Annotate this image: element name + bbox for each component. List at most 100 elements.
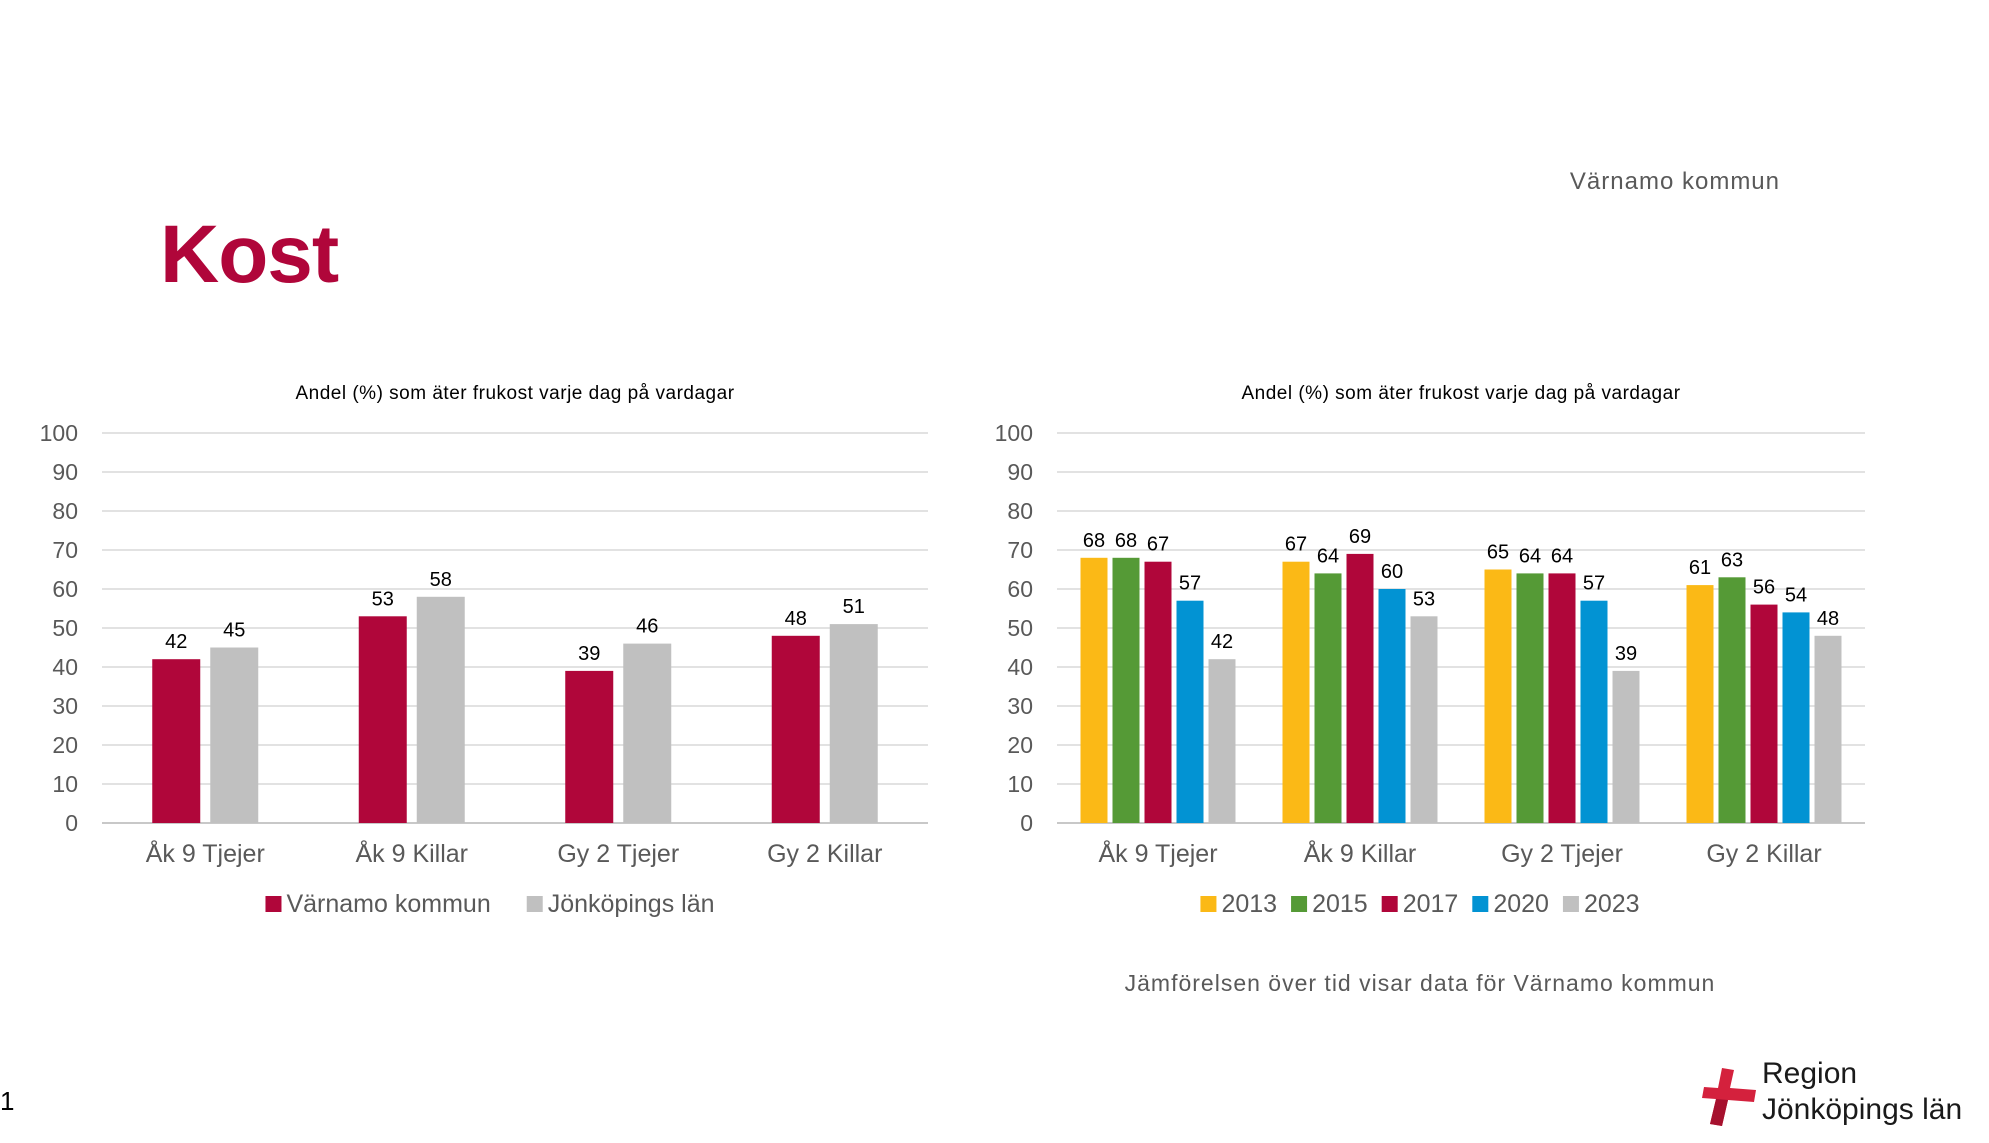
bar — [1718, 577, 1746, 823]
y-tick-label: 40 — [52, 654, 78, 680]
legend-swatch — [265, 896, 282, 912]
data-label: 65 — [1487, 542, 1509, 564]
y-tick-label: 70 — [1007, 537, 1033, 563]
region-logo: Region Jönköpings län — [1700, 1056, 1963, 1136]
data-label: 58 — [430, 569, 452, 591]
data-label: 64 — [1551, 545, 1573, 567]
data-label: 57 — [1179, 573, 1201, 595]
data-label: 39 — [578, 643, 600, 665]
data-label: 46 — [636, 616, 658, 638]
legend-label: 2020 — [1493, 890, 1549, 918]
data-label: 68 — [1115, 530, 1137, 552]
data-label: 45 — [223, 620, 245, 642]
x-tick-label: Åk 9 Killar — [1304, 838, 1417, 868]
y-tick-label: 60 — [1007, 576, 1033, 602]
kommun-label: Värnamo kommun — [1569, 168, 1780, 195]
bar — [1410, 616, 1438, 823]
bar — [1750, 604, 1778, 823]
y-tick-label: 30 — [1007, 693, 1033, 719]
logo-line2: Jönköpings län — [1762, 1093, 1963, 1126]
data-label: 61 — [1689, 557, 1711, 579]
legend-swatch — [1562, 896, 1579, 912]
bar — [1516, 573, 1544, 823]
legend-label: Värnamo kommun — [286, 890, 490, 918]
y-tick-label: 10 — [1007, 771, 1033, 797]
bar — [1144, 561, 1172, 823]
legend-label: Jönköpings län — [548, 890, 715, 918]
data-label: 67 — [1285, 534, 1307, 556]
data-label: 48 — [785, 608, 807, 630]
data-label: 64 — [1317, 545, 1339, 567]
data-label: 63 — [1721, 549, 1743, 571]
bar — [1814, 635, 1842, 823]
data-label: 60 — [1381, 561, 1403, 583]
data-label: 42 — [165, 631, 187, 653]
y-tick-label: 20 — [1007, 732, 1033, 758]
x-tick-label: Gy 2 Killar — [767, 840, 882, 868]
legend-swatch — [1200, 896, 1217, 912]
bar — [1612, 670, 1640, 823]
y-tick-label: 80 — [1007, 498, 1033, 524]
y-tick-label: 50 — [1007, 615, 1033, 641]
bar — [1378, 589, 1406, 823]
data-label: 39 — [1615, 643, 1637, 665]
y-tick-label: 30 — [52, 693, 78, 719]
y-tick-label: 60 — [52, 576, 78, 602]
bar — [1176, 600, 1204, 823]
x-tick-label: Gy 2 Tjejer — [557, 840, 679, 868]
y-tick-label: 0 — [65, 810, 78, 836]
legend-label: 2017 — [1403, 890, 1459, 918]
legend-swatch — [1381, 896, 1398, 912]
bar — [1314, 573, 1342, 823]
y-tick-label: 70 — [52, 537, 78, 563]
data-label: 68 — [1083, 530, 1105, 552]
bar — [1208, 659, 1236, 823]
data-label: 54 — [1785, 584, 1807, 606]
x-tick-label: Gy 2 Killar — [1706, 840, 1821, 868]
page-number: 1 — [0, 1086, 15, 1116]
bar — [358, 616, 407, 823]
legend-swatch — [526, 896, 543, 912]
y-tick-label: 100 — [40, 420, 78, 446]
x-tick-label: Åk 9 Tjejer — [1098, 838, 1217, 868]
data-label: 48 — [1817, 608, 1839, 630]
x-tick-label: Åk 9 Tjejer — [146, 838, 265, 868]
y-tick-label: 80 — [52, 498, 78, 524]
data-label: 42 — [1211, 631, 1233, 653]
bar — [1112, 557, 1140, 823]
legend-label: 2015 — [1312, 890, 1368, 918]
legend-label: 2013 — [1221, 890, 1277, 918]
y-tick-label: 90 — [1007, 459, 1033, 485]
bar — [829, 624, 878, 823]
page-title: Kost — [160, 209, 339, 300]
bar — [152, 659, 201, 823]
logo-line1: Region — [1762, 1057, 1858, 1090]
legend-label: 2023 — [1584, 890, 1640, 918]
bar — [1782, 612, 1810, 823]
bar — [1580, 600, 1608, 823]
bar — [1548, 573, 1576, 823]
bar — [623, 643, 672, 823]
bar — [210, 647, 259, 823]
data-label: 67 — [1147, 534, 1169, 556]
data-label: 69 — [1349, 526, 1371, 548]
bar — [565, 670, 614, 823]
y-tick-label: 90 — [52, 459, 78, 485]
chart-title: Andel (%) som äter frukost varje dag på … — [1241, 383, 1680, 404]
y-tick-label: 0 — [1020, 810, 1033, 836]
x-tick-label: Gy 2 Tjejer — [1501, 840, 1623, 868]
legend-swatch — [1291, 896, 1308, 912]
chart-title: Andel (%) som äter frukost varje dag på … — [295, 383, 734, 404]
data-label: 53 — [372, 588, 394, 610]
bar — [416, 596, 465, 823]
y-tick-label: 40 — [1007, 654, 1033, 680]
y-tick-label: 20 — [52, 732, 78, 758]
data-label: 57 — [1583, 573, 1605, 595]
region-cross-icon — [1702, 1068, 1756, 1126]
bar — [1282, 561, 1310, 823]
x-tick-label: Åk 9 Killar — [355, 838, 468, 868]
data-label: 64 — [1519, 545, 1541, 567]
bar — [1686, 585, 1714, 823]
